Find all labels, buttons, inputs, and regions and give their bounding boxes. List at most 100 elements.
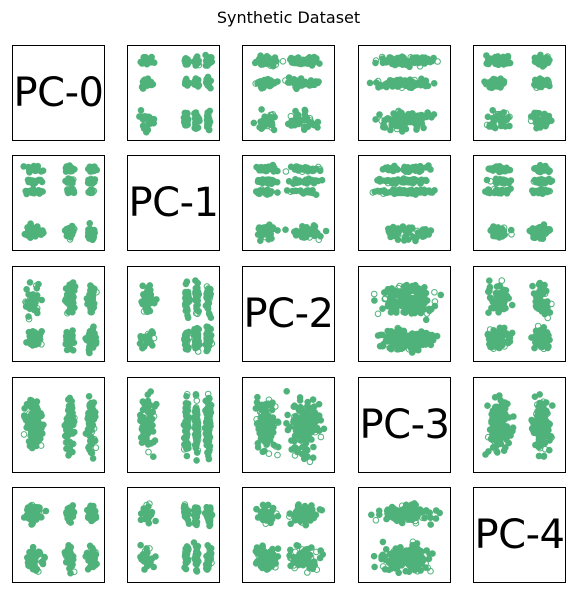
scatter-point	[147, 120, 154, 127]
scatter-point	[379, 166, 387, 173]
scatter-point	[28, 179, 36, 186]
scatter-point	[192, 331, 200, 339]
scatter-point	[378, 117, 386, 124]
scatter-point	[21, 413, 28, 421]
scatter-point	[408, 224, 416, 231]
scatter-point	[411, 166, 419, 173]
scatter-point	[408, 190, 416, 197]
scatter-point	[144, 397, 152, 405]
scatter-point	[82, 553, 89, 560]
scatter-point	[313, 548, 320, 556]
scatter-point	[270, 556, 278, 564]
scatter-point	[193, 341, 201, 348]
scatter-point	[541, 290, 549, 298]
scatter-point	[182, 288, 189, 296]
scatter-point	[66, 405, 73, 413]
scatter-point	[307, 117, 314, 124]
scatter-point	[30, 505, 37, 513]
scatter-point	[183, 340, 191, 348]
scatter-point	[259, 542, 266, 550]
scatter-point	[136, 340, 144, 347]
scatter-point	[541, 445, 549, 453]
scatter-point	[382, 295, 389, 302]
scatter-point	[384, 189, 391, 196]
scatter-point	[38, 412, 45, 420]
scatter-point	[65, 450, 73, 458]
scatter-point	[297, 512, 305, 520]
scatter-point	[254, 393, 261, 401]
scatter-point	[23, 511, 31, 519]
scatter-point	[491, 58, 498, 65]
scatter-point	[271, 80, 278, 87]
scatter-point	[422, 316, 430, 324]
scatter-point	[529, 418, 536, 425]
scatter-point	[491, 442, 499, 449]
scatter-point	[303, 504, 311, 512]
scatter-point	[269, 111, 277, 118]
scatter-point	[86, 343, 93, 350]
scatter-point	[536, 435, 543, 442]
scatter-panel	[358, 45, 451, 141]
scatter-point	[207, 285, 214, 293]
scatter-point	[68, 503, 76, 511]
scatter-point	[540, 327, 548, 335]
scatter-plot	[370, 281, 445, 356]
scatter-point	[67, 569, 74, 577]
scatter-point	[493, 115, 501, 123]
scatter-point	[537, 328, 544, 336]
scatter-point	[393, 307, 400, 314]
scatter-point	[37, 176, 44, 184]
scatter-point	[30, 409, 38, 416]
scatter-point	[311, 81, 318, 89]
scatter-point	[297, 554, 304, 561]
scatter-point	[316, 60, 323, 67]
scatter-point	[181, 506, 189, 513]
scatter-point	[90, 187, 98, 195]
scatter-point	[63, 328, 71, 336]
scatter-point	[372, 116, 379, 123]
scatter-point	[192, 293, 200, 300]
scatter-point	[89, 455, 97, 462]
scatter-point	[267, 426, 275, 434]
scatter-point	[146, 545, 153, 552]
scatter-point	[388, 165, 396, 172]
scatter-point	[143, 294, 151, 302]
scatter-point	[544, 410, 551, 417]
scatter-point	[487, 295, 495, 302]
scatter-point	[284, 426, 292, 434]
scatter-point	[405, 110, 412, 118]
scatter-point	[541, 227, 549, 235]
scatter-point	[88, 308, 95, 316]
scatter-point	[537, 427, 544, 435]
scatter-point	[205, 562, 212, 569]
scatter-plot	[136, 51, 216, 136]
scatter-point	[142, 421, 150, 429]
scatter-point	[274, 451, 281, 459]
scatter-point	[302, 188, 310, 196]
scatter-point	[26, 295, 34, 303]
scatter-point	[383, 340, 391, 348]
scatter-point	[506, 113, 513, 121]
scatter-panel	[473, 266, 566, 362]
scatter-point	[65, 415, 72, 423]
scatter-point	[542, 166, 550, 173]
scatter-point	[39, 167, 47, 174]
scatter-point	[144, 431, 151, 438]
scatter-point	[252, 548, 260, 555]
scatter-point	[408, 232, 415, 240]
scatter-point	[149, 428, 157, 435]
scatter-point	[87, 434, 95, 441]
scatter-plot	[20, 501, 100, 577]
scatter-plot	[22, 279, 100, 357]
scatter-panel	[473, 155, 566, 251]
scatter-point	[401, 296, 409, 303]
scatter-point	[264, 564, 271, 571]
scatter-point	[66, 233, 73, 240]
scatter-point	[152, 553, 159, 560]
scatter-point	[144, 423, 152, 431]
scatter-point	[262, 520, 270, 528]
scatter-point	[411, 76, 418, 84]
scatter-point	[259, 515, 266, 522]
scatter-point	[194, 447, 202, 454]
scatter-panel	[473, 45, 566, 141]
